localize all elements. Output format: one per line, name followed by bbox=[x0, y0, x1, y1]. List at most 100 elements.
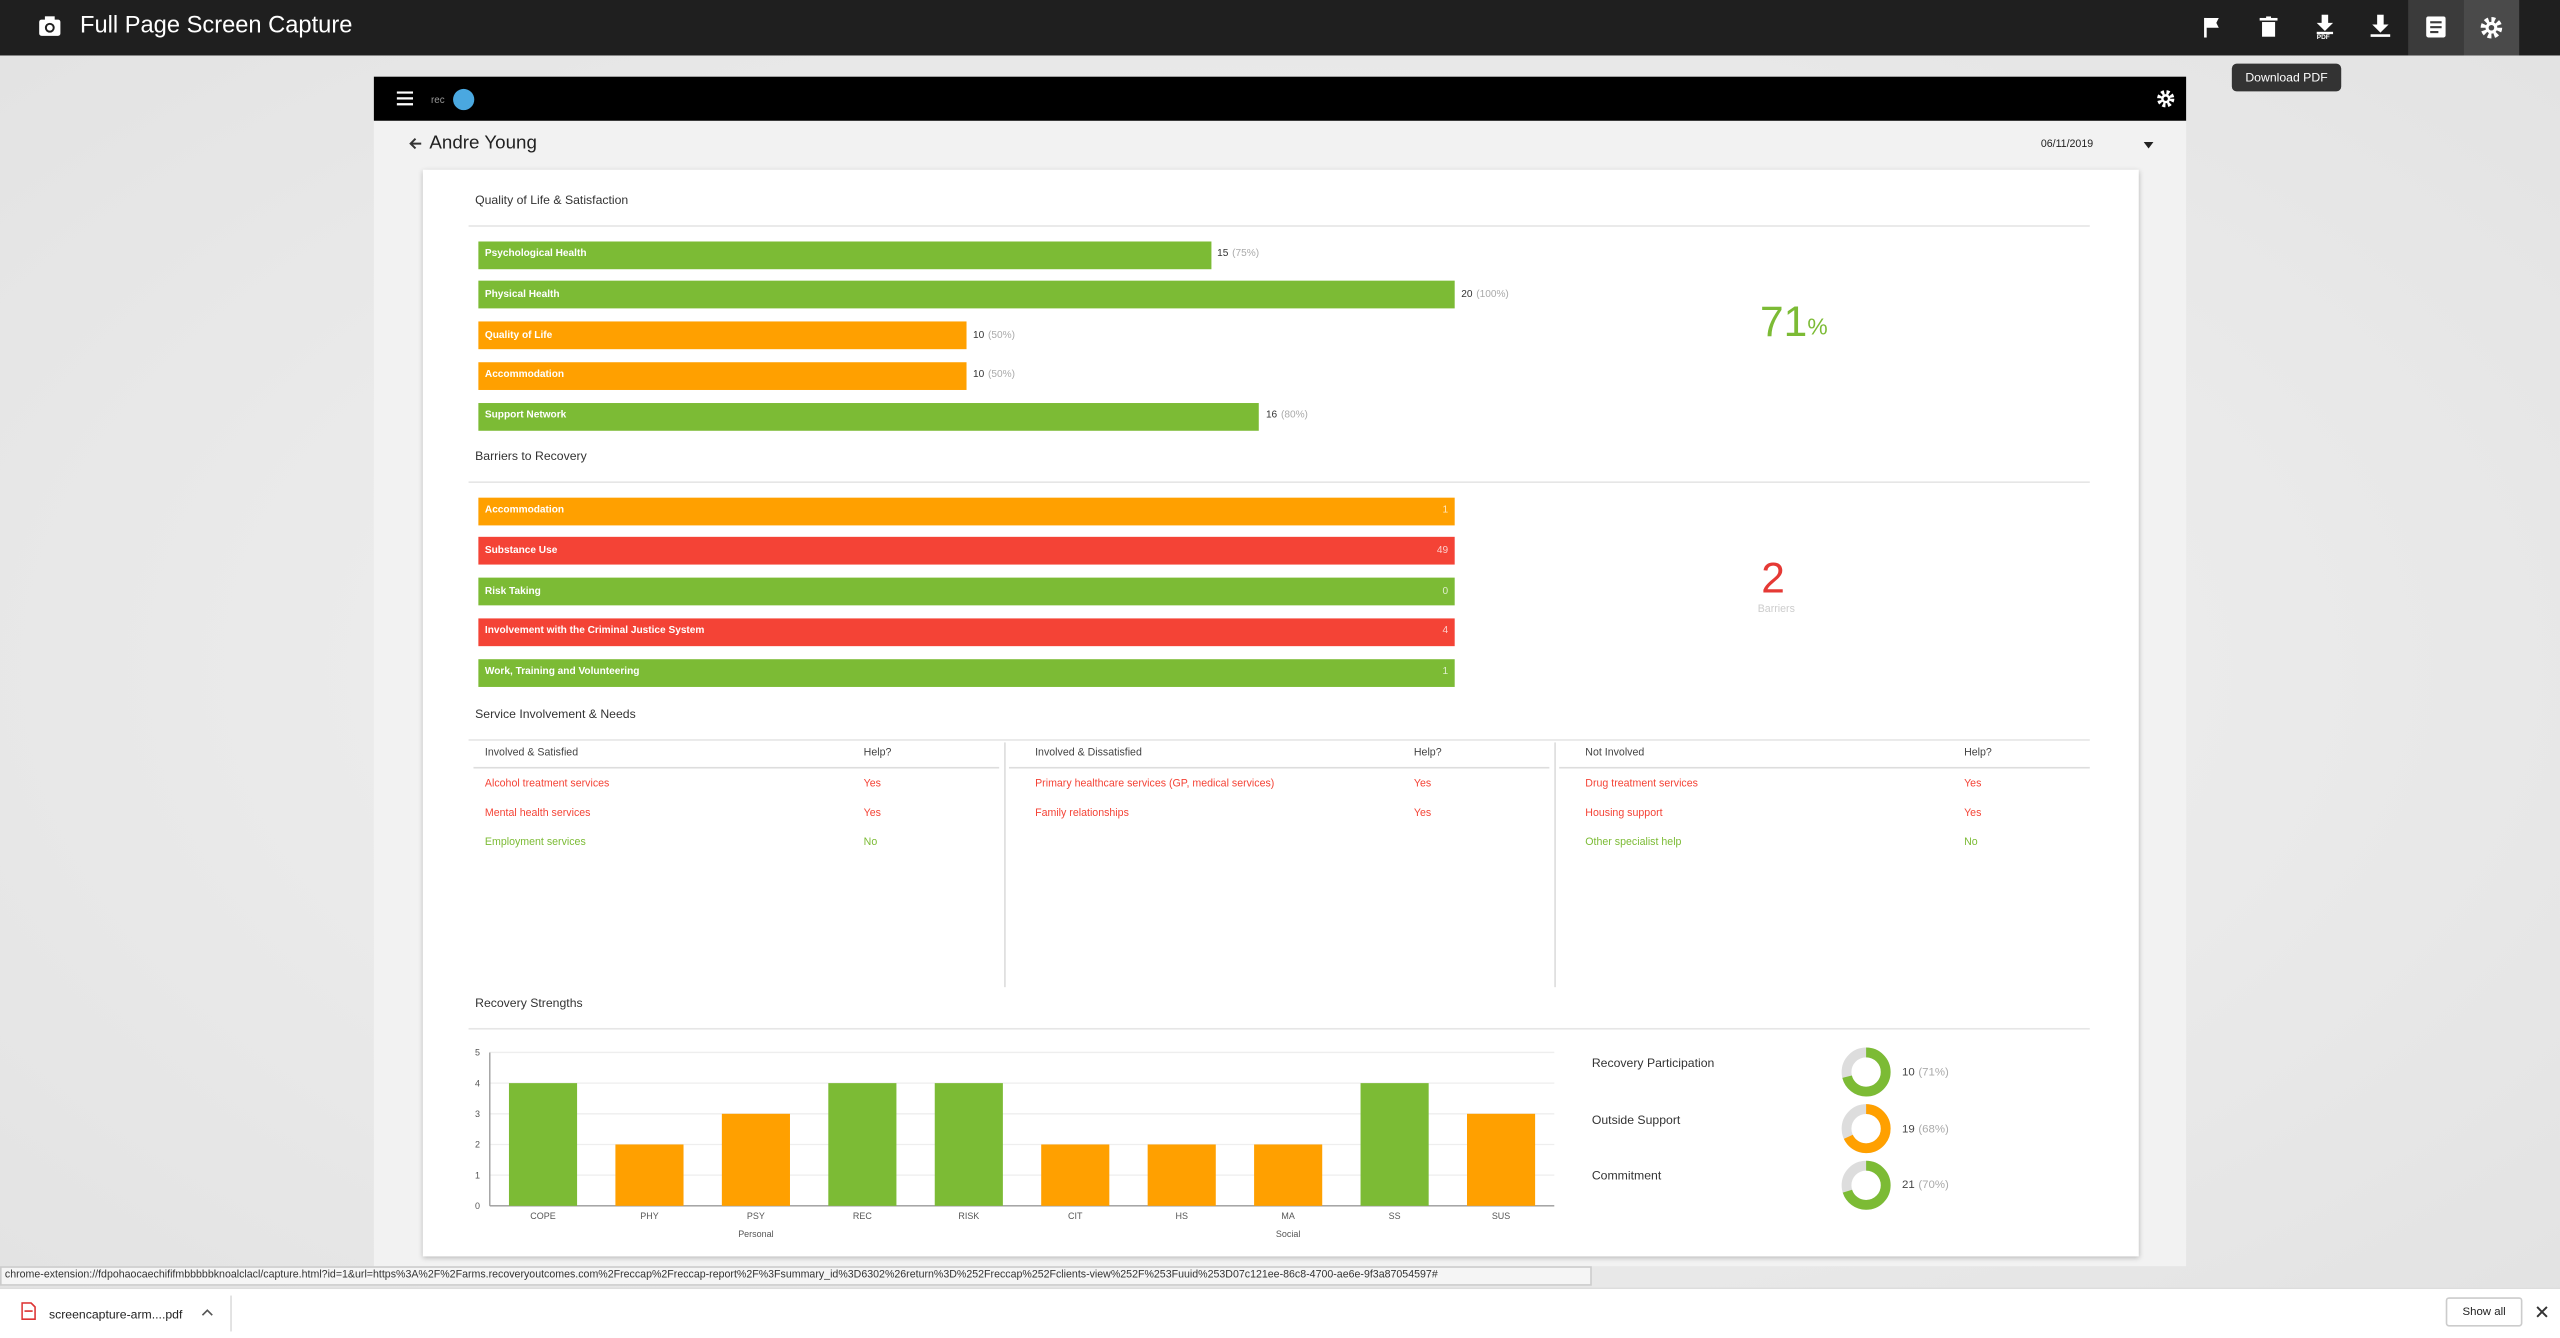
section-rule bbox=[468, 481, 2090, 483]
logo: rec bbox=[431, 88, 475, 111]
bar bbox=[508, 1083, 578, 1206]
bar bbox=[478, 402, 1260, 431]
date[interactable]: 06/11/2019 bbox=[2040, 138, 2094, 151]
barrier-label: Substance Use bbox=[484, 544, 558, 557]
barrier-count-label: Barriers bbox=[1757, 603, 1795, 616]
section-rule bbox=[468, 225, 2090, 227]
flag-button[interactable] bbox=[2202, 16, 2222, 39]
x-tick-label: PHY bbox=[640, 1211, 658, 1221]
back-button[interactable] bbox=[408, 137, 423, 150]
donut-arc bbox=[1841, 1047, 1891, 1097]
client-name: Andre Young bbox=[429, 133, 537, 154]
tooltip: Download PDF bbox=[2231, 63, 2342, 92]
x-tick-label: MA bbox=[1281, 1211, 1294, 1221]
bar bbox=[478, 362, 967, 390]
service: Drug treatment services bbox=[1585, 778, 1698, 790]
y-tick-label: 1 bbox=[475, 1170, 480, 1180]
barrier-label: Work, Training and Volunteering bbox=[484, 666, 640, 678]
barrier-bar bbox=[478, 537, 1455, 566]
app-bar: Full Page Screen Capture PDF bbox=[0, 0, 2560, 56]
x-tick-label: PSY bbox=[747, 1211, 765, 1221]
settings-button[interactable] bbox=[2463, 0, 2520, 56]
page-settings-button[interactable] bbox=[2157, 90, 2175, 108]
menu-button[interactable] bbox=[396, 91, 414, 106]
service-help: Yes bbox=[1413, 807, 1432, 820]
column-header: Involved & Dissatisfied bbox=[1035, 747, 1142, 759]
divider bbox=[230, 1295, 232, 1332]
service-help: Yes bbox=[863, 778, 881, 790]
service: Mental health services bbox=[484, 807, 591, 820]
nav-bar: rec bbox=[373, 76, 2187, 121]
bar bbox=[1466, 1113, 1536, 1206]
column-rule bbox=[1559, 766, 2090, 769]
barrier-value: 4 bbox=[1442, 625, 1449, 638]
y-tick-label: 0 bbox=[475, 1201, 480, 1211]
x-tick-label: SS bbox=[1389, 1211, 1401, 1221]
bar-value: 20 bbox=[1461, 288, 1473, 300]
camera-icon bbox=[39, 16, 61, 36]
bar bbox=[478, 240, 1211, 269]
summary-label: Outside Support bbox=[1591, 1112, 1681, 1127]
bar-percent: (80%) bbox=[1280, 409, 1308, 422]
app-title: Full Page Screen Capture bbox=[79, 13, 353, 40]
status-bar: chrome-extension://fdpohaocaechififmbbbb… bbox=[0, 1266, 1592, 1286]
status-url: chrome-extension://fdpohaocaechififmbbbb… bbox=[4, 1269, 1438, 1281]
column-header: Not Involved bbox=[1585, 747, 1645, 759]
help-header: Help? bbox=[1413, 747, 1442, 759]
bar-label: Quality of Life bbox=[484, 328, 553, 341]
barrier-value: 1 bbox=[1442, 666, 1449, 678]
service: Primary healthcare services (GP, medical… bbox=[1035, 778, 1275, 790]
column-rule bbox=[473, 766, 1000, 769]
donut-arc bbox=[1841, 1160, 1891, 1210]
download-file[interactable]: screencapture-arm....pdf bbox=[48, 1306, 183, 1322]
x-tick-label: COPE bbox=[530, 1211, 555, 1221]
barrier-count: 2 bbox=[1761, 553, 1785, 603]
bar bbox=[828, 1083, 897, 1206]
summary-percent: (70%) bbox=[1918, 1180, 1949, 1192]
bar bbox=[934, 1083, 1003, 1206]
show-all-button[interactable]: Show all bbox=[2445, 1297, 2523, 1327]
download-menu[interactable] bbox=[201, 1309, 214, 1317]
section-title: Recovery Strengths bbox=[475, 995, 583, 1011]
date-dropdown[interactable] bbox=[2143, 141, 2154, 150]
service: Alcohol treatment services bbox=[484, 778, 610, 790]
download-bar: screencapture-arm....pdf Show all bbox=[0, 1287, 2560, 1338]
notes-button[interactable] bbox=[2408, 0, 2464, 56]
column-divider bbox=[1004, 742, 1006, 988]
column-divider bbox=[1554, 742, 1556, 988]
y-tick-label: 3 bbox=[475, 1109, 480, 1119]
group-label: Social bbox=[1276, 1229, 1300, 1239]
service-help: Yes bbox=[1413, 778, 1432, 790]
bar bbox=[1041, 1144, 1110, 1206]
x-tick-label: CIT bbox=[1068, 1211, 1083, 1221]
service-help: Yes bbox=[863, 807, 881, 820]
svg-text:rec: rec bbox=[431, 95, 445, 106]
column-header: Involved & Satisfied bbox=[484, 747, 579, 759]
section-rule bbox=[468, 739, 2090, 741]
section-title: Service Involvement & Needs bbox=[475, 706, 636, 722]
barrier-label: Accommodation bbox=[484, 504, 565, 516]
summary-percent: (71%) bbox=[1918, 1067, 1949, 1079]
summary-value: 19 bbox=[1902, 1123, 1915, 1136]
pdf-file-icon bbox=[21, 1302, 36, 1321]
y-tick-label: 2 bbox=[475, 1140, 480, 1150]
bar bbox=[1360, 1083, 1429, 1206]
download-button[interactable] bbox=[2369, 14, 2392, 38]
x-tick-label: RISK bbox=[958, 1211, 979, 1221]
service: Housing support bbox=[1585, 807, 1663, 820]
service-help: Yes bbox=[1964, 778, 1982, 790]
bar-value: 10 bbox=[973, 328, 985, 341]
close-download-bar[interactable] bbox=[2536, 1305, 2549, 1318]
summary-value: 10 bbox=[1902, 1067, 1915, 1079]
bar-label: Accommodation bbox=[484, 369, 565, 381]
download-pdf-button[interactable] bbox=[2313, 14, 2336, 35]
summary-value: 21 bbox=[1902, 1180, 1915, 1192]
bar-percent: (75%) bbox=[1232, 248, 1260, 260]
bar-label: Support Network bbox=[484, 409, 567, 422]
service: Family relationships bbox=[1035, 807, 1129, 820]
bar bbox=[1254, 1144, 1323, 1206]
delete-button[interactable] bbox=[2259, 16, 2278, 37]
section-rule bbox=[468, 1027, 2090, 1030]
